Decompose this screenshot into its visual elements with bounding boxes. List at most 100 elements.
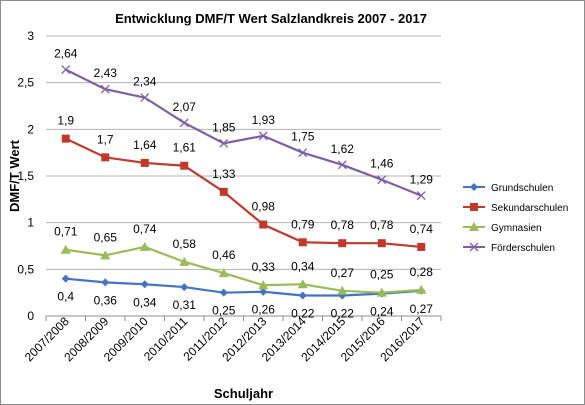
- data-point-Förderschulen: [61, 65, 71, 75]
- data-label-Sekundarschulen: 1,61: [173, 141, 197, 155]
- data-label-Grundschulen: 0,25: [212, 304, 236, 318]
- legend-marker-Grundschulen: [470, 183, 478, 191]
- data-label-Gymnasien: 0,74: [133, 222, 157, 236]
- y-axis-title: DMF/T Wert: [7, 139, 22, 212]
- data-point-Sekundarschulen: [180, 161, 189, 170]
- series-line-Gymnasien: [65, 245, 422, 294]
- data-label-Förderschulen: 1,75: [291, 130, 315, 144]
- legend-label: Förderschulen: [491, 243, 555, 254]
- data-label-Grundschulen: 0,34: [133, 295, 157, 309]
- legend-marker-Gymnasien: [469, 222, 479, 231]
- data-point-Gymnasien: [60, 244, 71, 254]
- data-label-Gymnasien: 0,71: [54, 225, 78, 239]
- y-tick-label: 2,5: [17, 76, 34, 90]
- data-label-Gymnasien: 0,46: [212, 248, 236, 262]
- data-point-Grundschulen: [140, 280, 149, 289]
- data-label-Sekundarschulen: 1,9: [57, 114, 74, 128]
- data-point-Gymnasien: [258, 280, 269, 290]
- data-label-Gymnasien: 0,65: [94, 230, 118, 244]
- data-point-Förderschulen: [337, 160, 347, 170]
- data-point-Grundschulen: [219, 288, 228, 297]
- legend-label: Grundschulen: [491, 183, 553, 194]
- legend-marker-Sekundarschulen: [470, 203, 478, 211]
- data-label-Sekundarschulen: 1,64: [133, 138, 157, 152]
- data-label-Grundschulen: 0,24: [370, 305, 394, 319]
- data-point-Sekundarschulen: [101, 153, 110, 162]
- data-label-Gymnasien: 0,27: [331, 266, 355, 280]
- y-tick-label: 1,5: [17, 169, 34, 183]
- series-line-Förderschulen: [65, 68, 422, 197]
- data-point-Förderschulen: [416, 191, 426, 201]
- data-label-Förderschulen: 1,62: [331, 142, 355, 156]
- data-point-Gymnasien: [139, 241, 150, 251]
- data-label-Grundschulen: 0,26: [252, 303, 276, 317]
- y-tick-label: 3: [27, 29, 34, 43]
- data-label-Förderschulen: 2,07: [173, 100, 197, 114]
- data-point-Förderschulen: [179, 118, 189, 128]
- data-label-Sekundarschulen: 0,79: [291, 217, 315, 231]
- data-label-Grundschulen: 0,27: [410, 302, 434, 316]
- data-point-Grundschulen: [298, 291, 307, 300]
- data-label-Förderschulen: 1,93: [252, 113, 276, 127]
- data-point-Grundschulen: [101, 278, 110, 287]
- legend-label: Sekundarschulen: [491, 203, 568, 214]
- data-point-Grundschulen: [61, 274, 70, 283]
- data-point-Sekundarschulen: [298, 238, 307, 247]
- data-point-Sekundarschulen: [377, 239, 386, 248]
- data-point-Sekundarschulen: [219, 187, 228, 196]
- data-point-Gymnasien: [218, 268, 229, 278]
- data-label-Förderschulen: 2,64: [54, 47, 78, 61]
- data-point-Förderschulen: [377, 175, 387, 185]
- legend-marker-Förderschulen: [469, 242, 479, 252]
- data-point-Gymnasien: [416, 284, 427, 294]
- y-tick-label: 0,5: [17, 262, 34, 276]
- data-point-Förderschulen: [298, 148, 308, 158]
- data-label-Förderschulen: 2,34: [133, 75, 157, 89]
- chart-title: Entwicklung DMF/T Wert Salzlandkreis 200…: [115, 11, 427, 26]
- data-point-Sekundarschulen: [140, 158, 149, 167]
- data-label-Grundschulen: 0,31: [173, 298, 197, 312]
- data-label-Grundschulen: 0,36: [94, 293, 118, 307]
- data-point-Förderschulen: [100, 84, 110, 94]
- y-tick-label: 1: [27, 216, 34, 230]
- data-point-Grundschulen: [259, 287, 268, 296]
- data-point-Förderschulen: [140, 93, 150, 103]
- data-point-Gymnasien: [297, 279, 308, 289]
- legend-label: Gymnasien: [491, 223, 542, 234]
- y-tick-label: 2: [27, 122, 34, 136]
- x-axis-title: Schuljahr: [214, 386, 273, 401]
- data-label-Sekundarschulen: 1,7: [97, 132, 114, 146]
- data-label-Grundschulen: 0,22: [291, 306, 315, 320]
- series-line-Sekundarschulen: [65, 137, 422, 249]
- data-point-Gymnasien: [337, 285, 348, 295]
- data-label-Sekundarschulen: 0,98: [252, 200, 276, 214]
- y-tick-label: 0: [27, 309, 34, 323]
- data-label-Sekundarschulen: 1,33: [212, 167, 236, 181]
- data-label-Förderschulen: 2,43: [94, 66, 118, 80]
- data-point-Förderschulen: [258, 131, 268, 141]
- data-label-Gymnasien: 0,25: [370, 268, 394, 282]
- data-label-Sekundarschulen: 0,78: [370, 218, 394, 232]
- data-point-Gymnasien: [100, 250, 111, 260]
- data-label-Grundschulen: 0,22: [331, 306, 355, 320]
- data-label-Gymnasien: 0,34: [291, 259, 315, 273]
- data-point-Grundschulen: [180, 283, 189, 292]
- data-label-Förderschulen: 1,29: [410, 173, 434, 187]
- data-label-Förderschulen: 1,85: [212, 120, 236, 134]
- data-point-Sekundarschulen: [417, 242, 426, 251]
- data-label-Gymnasien: 0,58: [173, 237, 197, 251]
- data-point-Sekundarschulen: [61, 134, 70, 143]
- series-line-Grundschulen: [65, 277, 422, 297]
- data-point-Sekundarschulen: [338, 239, 347, 248]
- data-label-Gymnasien: 0,33: [252, 260, 276, 274]
- data-label-Gymnasien: 0,28: [410, 265, 434, 279]
- data-point-Gymnasien: [179, 256, 190, 266]
- data-point-Sekundarschulen: [259, 220, 268, 229]
- data-point-Förderschulen: [219, 138, 229, 148]
- data-label-Sekundarschulen: 0,74: [410, 222, 434, 236]
- data-label-Förderschulen: 1,46: [370, 157, 394, 171]
- data-point-Gymnasien: [376, 287, 387, 297]
- data-label-Grundschulen: 0,4: [57, 290, 74, 304]
